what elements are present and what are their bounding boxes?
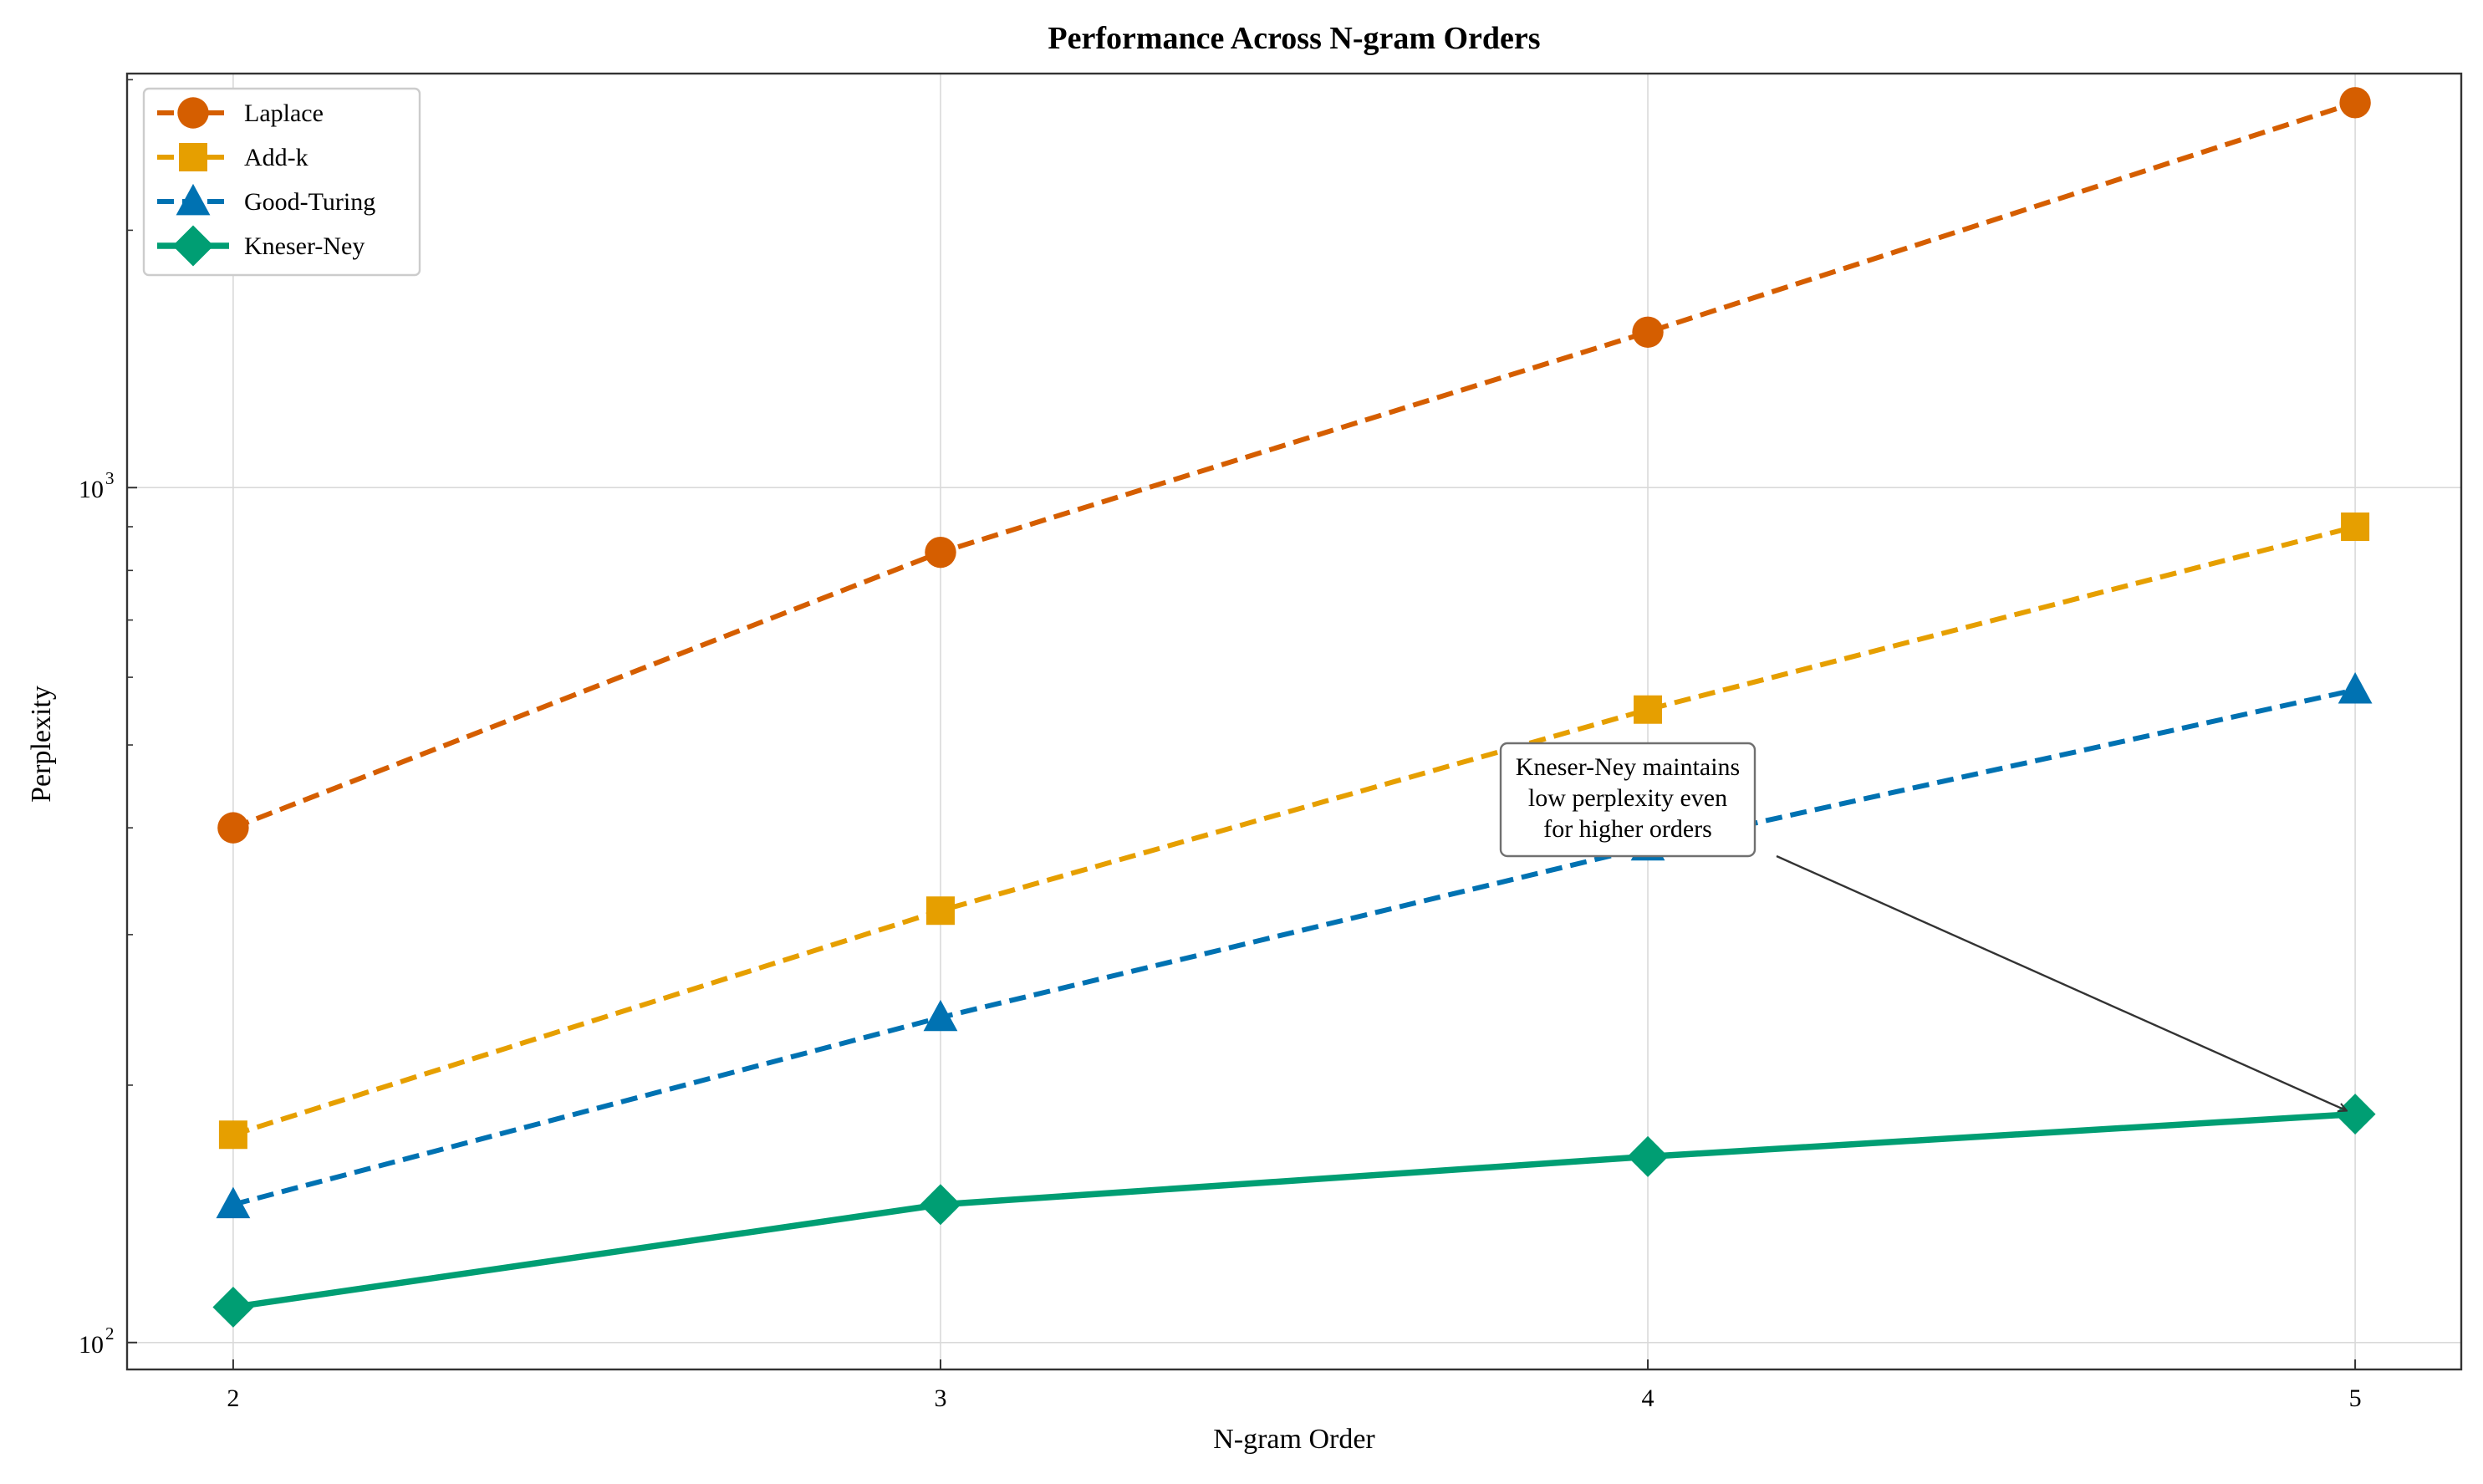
series-line-laplace (232, 99, 2357, 830)
point-kneser-ney (920, 1184, 961, 1226)
series-line-add-k (232, 524, 2356, 1138)
series-add-k (218, 513, 2370, 1150)
x-tick-label: 3 (934, 1385, 946, 1412)
legend-marker-laplace (177, 97, 209, 129)
series-line-kneser-ney (232, 1110, 2356, 1311)
annotation-text-line: for higher orders (1543, 815, 1712, 843)
point-add-k (925, 896, 955, 926)
series-layer (212, 87, 2376, 1328)
legend: Laplace Add-k Good-Turing Kneser-Ney (142, 87, 421, 277)
legend-marker-kneser-ney (172, 225, 214, 267)
annotation-text-line: low perplexity even (1528, 784, 1727, 812)
y-tick-label-base: 10 (79, 476, 104, 503)
plot-frame (125, 72, 2463, 1371)
legend-label-add-k: Add-k (244, 144, 308, 171)
series-kneser-ney (212, 1094, 2376, 1328)
y-axis-label: Perplexity (26, 686, 57, 803)
annotation: Kneser-Ney maintains low perplexity even f… (1499, 742, 2347, 1111)
point-add-k (2341, 513, 2370, 542)
point-kneser-ney (1627, 1135, 1669, 1177)
point-laplace (2339, 87, 2371, 119)
y-tick-label-exponent: 3 (105, 468, 115, 488)
point-laplace (1632, 316, 1664, 348)
y-tick-label: 10 3 (79, 468, 115, 503)
legend-label-good-turing: Good-Turing (244, 188, 375, 216)
point-add-k (218, 1120, 247, 1150)
legend-box (142, 87, 421, 277)
legend-item-good-turing: Good-Turing (157, 183, 375, 216)
point-kneser-ney (212, 1286, 254, 1328)
x-tick-label: 2 (227, 1385, 239, 1412)
point-good-turing (2338, 672, 2373, 704)
legend-item-laplace: Laplace (157, 97, 324, 129)
x-tick-label: 5 (2349, 1385, 2362, 1412)
x-tick-label: 4 (1642, 1385, 1654, 1412)
point-good-turing (216, 1186, 251, 1219)
series-line-good-turing (232, 687, 2356, 1207)
legend-label-laplace: Laplace (244, 99, 324, 127)
point-laplace (925, 536, 956, 569)
legend-marker-add-k (179, 143, 207, 171)
point-laplace (217, 812, 249, 844)
legend-item-add-k: Add-k (157, 143, 308, 171)
point-good-turing (923, 999, 958, 1032)
y-tick-label-base: 10 (79, 1331, 104, 1359)
legend-marker-good-turing (176, 183, 211, 216)
point-kneser-ney (2334, 1094, 2376, 1135)
chart-title: Performance Across N-gram Orders (1048, 21, 1540, 56)
y-tick-label: 10 2 (79, 1323, 115, 1359)
annotation-arrow (1776, 854, 2347, 1111)
series-laplace (217, 87, 2371, 844)
annotation-text-line: Kneser-Ney maintains (1516, 753, 1740, 781)
x-axis-label: N-gram Order (1213, 1424, 1375, 1455)
point-add-k (1634, 695, 1663, 724)
y-tick-label-exponent: 2 (105, 1323, 115, 1344)
legend-label-kneser-ney: Kneser-Ney (244, 232, 365, 260)
legend-item-kneser-ney: Kneser-Ney (157, 225, 365, 267)
annotation-box (1499, 742, 1756, 858)
